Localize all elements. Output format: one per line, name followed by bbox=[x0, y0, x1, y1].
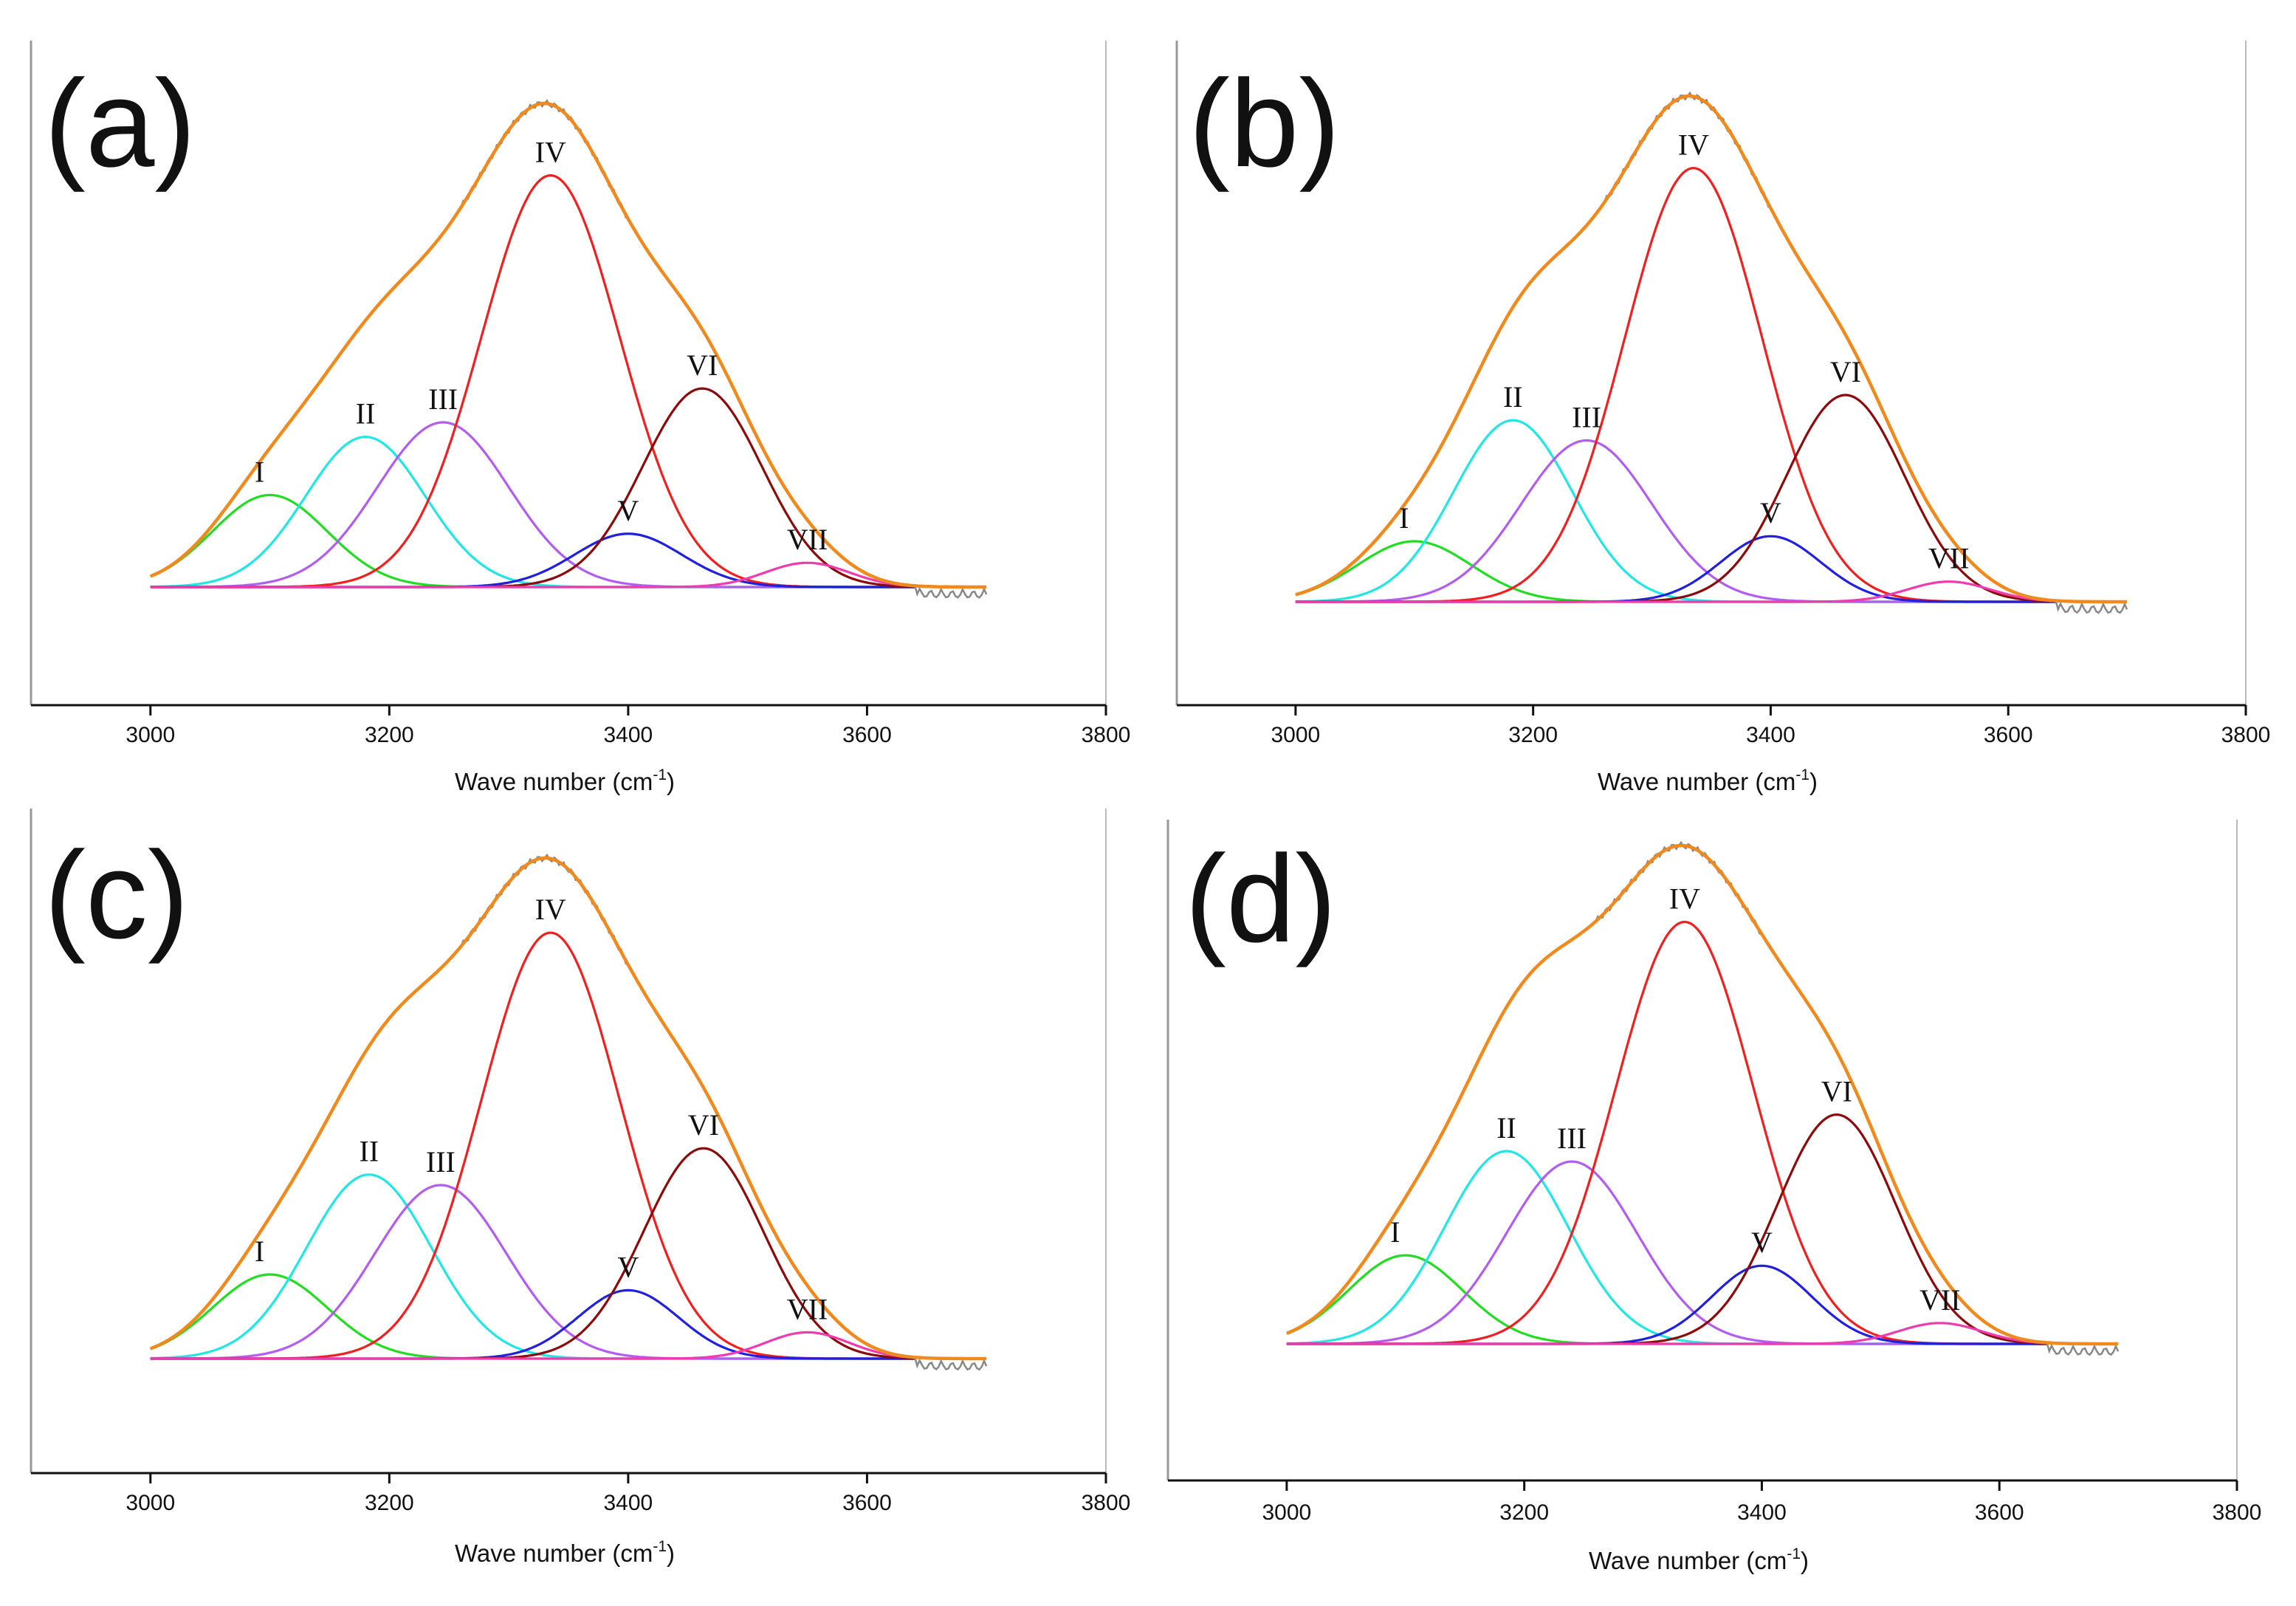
peak-label-ii: II bbox=[1496, 1111, 1516, 1145]
peak-label-iv: IV bbox=[1678, 128, 1709, 162]
peak-label-iv: IV bbox=[1669, 882, 1700, 916]
peak-curve-vii bbox=[1295, 580, 2056, 603]
x-tick-label: 3200 bbox=[1508, 723, 1558, 747]
panel-tag: (c) bbox=[44, 826, 189, 964]
peak-curve-vii bbox=[150, 1331, 915, 1360]
x-tick-label: 3000 bbox=[126, 1491, 175, 1515]
panel-tag: (b) bbox=[1189, 54, 1340, 193]
peak-label-vii: VII bbox=[787, 1292, 828, 1325]
peak-label-ii: II bbox=[360, 1135, 379, 1168]
measured-spectrum bbox=[1286, 840, 2120, 1356]
peak-label-iv: IV bbox=[535, 893, 566, 926]
x-tick-label: 3400 bbox=[1746, 723, 1795, 747]
x-axis-label: Wave number (cm-1) bbox=[1598, 766, 1818, 795]
peak-label-iii: III bbox=[426, 1145, 456, 1178]
peak-label-vi: VI bbox=[687, 349, 718, 382]
peak-label-vi: VI bbox=[1830, 355, 1861, 388]
x-tick-label: 3800 bbox=[1082, 1491, 1131, 1515]
peak-curve-vi bbox=[150, 387, 915, 588]
envelope-fit bbox=[1295, 94, 2128, 604]
peak-label-ii: II bbox=[356, 397, 376, 430]
x-tick-label: 3400 bbox=[604, 1491, 653, 1515]
x-axis-label: Wave number (cm-1) bbox=[455, 766, 675, 795]
x-tick-label: 3000 bbox=[1271, 723, 1321, 747]
peak-label-v: V bbox=[617, 494, 639, 527]
envelope-fit bbox=[1286, 843, 2119, 1346]
x-tick-label: 3200 bbox=[365, 723, 414, 747]
x-tick-label: 3600 bbox=[1975, 1500, 2024, 1525]
peak-curve-ii bbox=[150, 1173, 915, 1360]
envelope-fit bbox=[149, 856, 987, 1361]
x-tick-label: 3800 bbox=[1082, 723, 1131, 747]
x-tick-label: 3800 bbox=[2213, 1500, 2262, 1525]
x-tick-label: 3200 bbox=[1499, 1500, 1549, 1525]
peak-label-i: I bbox=[1390, 1215, 1400, 1249]
x-tick-label: 3000 bbox=[1262, 1500, 1312, 1525]
peak-label-vii: VII bbox=[1928, 542, 1970, 575]
peak-label-ii: II bbox=[1503, 380, 1523, 413]
panel-c: 3000 3200 3400 3600 3800 Wave number (cm-1) (c… bbox=[30, 809, 1131, 1567]
peak-label-i: I bbox=[1399, 501, 1409, 535]
x-axis-label: Wave number (cm-1) bbox=[455, 1538, 675, 1567]
x-axis-label: Wave number (cm-1) bbox=[1589, 1545, 1809, 1574]
x-tick-label: 3400 bbox=[604, 723, 653, 747]
peak-label-iii: III bbox=[1572, 400, 1601, 433]
peak-label-i: I bbox=[255, 455, 264, 488]
panel-d: 3000 3200 3400 3600 3800 Wave number (cm-1) (d… bbox=[1166, 820, 2262, 1574]
x-tick-label: 3600 bbox=[1984, 723, 2033, 747]
peak-label-i: I bbox=[255, 1235, 264, 1268]
peak-curve-iii bbox=[1295, 439, 2056, 603]
panel-a: 3000 3200 3400 3600 3800 Wave number (cm-1) (a… bbox=[30, 41, 1131, 795]
peak-label-vii: VII bbox=[787, 523, 828, 556]
peak-curve-vii bbox=[150, 561, 915, 588]
peak-label-v: V bbox=[617, 1250, 639, 1283]
panel-b: 3000 3200 3400 3600 3800 Wave number (cm-1) (b… bbox=[1175, 41, 2271, 795]
x-tick-label: 3600 bbox=[842, 723, 892, 747]
x-tick-label: 3400 bbox=[1737, 1500, 1787, 1525]
x-tick-label: 3600 bbox=[842, 1491, 892, 1515]
peak-label-v: V bbox=[1751, 1226, 1773, 1259]
x-tick-label: 3800 bbox=[2221, 723, 2271, 747]
peak-curve-vi bbox=[150, 1147, 915, 1360]
x-tick-label: 3200 bbox=[365, 1491, 414, 1515]
peak-label-vii: VII bbox=[1919, 1283, 1961, 1317]
measured-spectrum bbox=[150, 99, 988, 599]
peak-label-iv: IV bbox=[535, 136, 566, 169]
peak-label-iii: III bbox=[1557, 1122, 1587, 1155]
envelope-fit bbox=[149, 101, 987, 589]
peak-curve-vii bbox=[1286, 1322, 2047, 1345]
x-tick-label: 3000 bbox=[126, 723, 175, 747]
panel-tag: (a) bbox=[44, 54, 196, 193]
peak-label-v: V bbox=[1760, 496, 1781, 529]
peak-curve-iii bbox=[1286, 1160, 2047, 1345]
peak-label-vi: VI bbox=[1821, 1075, 1852, 1108]
panel-tag: (d) bbox=[1185, 829, 1336, 968]
measured-spectrum bbox=[1295, 91, 2128, 614]
panels: 3000 3200 3400 3600 3800 Wave number (cm-1) (a… bbox=[30, 41, 2271, 1574]
peak-label-vi: VI bbox=[688, 1108, 719, 1142]
peak-label-iii: III bbox=[428, 382, 458, 416]
measured-spectrum bbox=[150, 853, 988, 1371]
